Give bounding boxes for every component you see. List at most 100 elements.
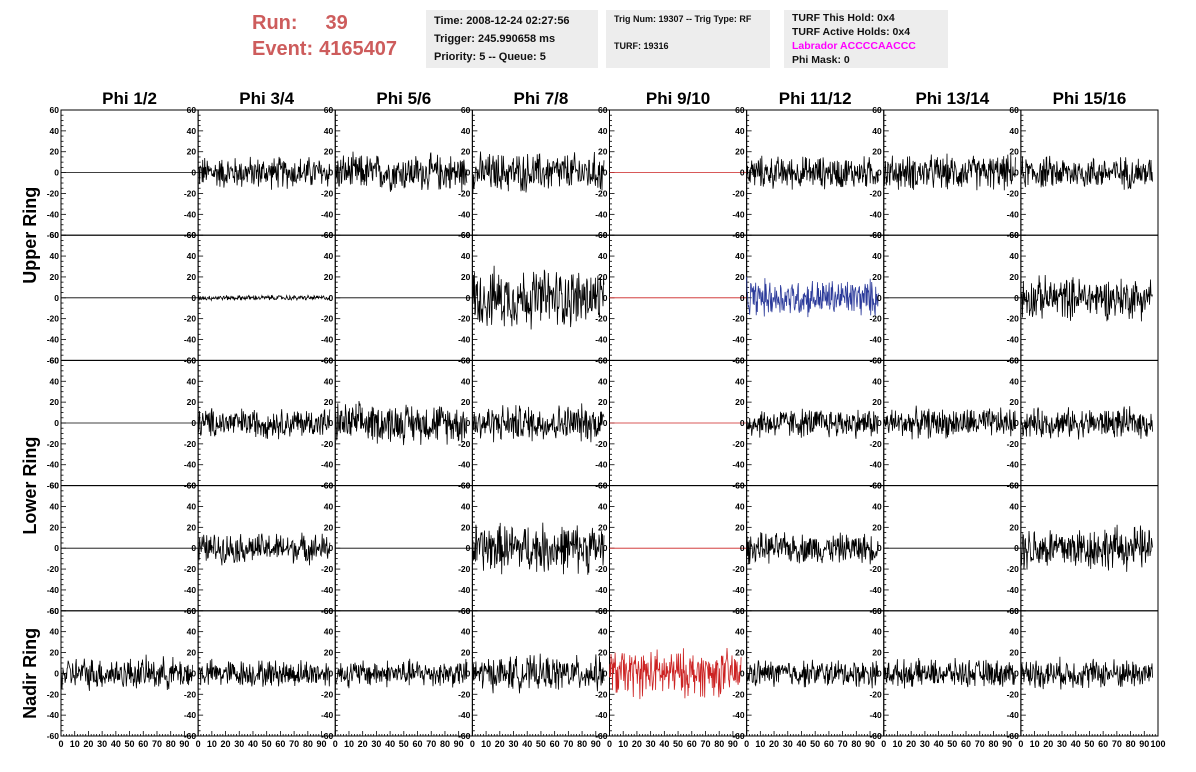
y-tick-label: 40	[598, 126, 608, 136]
y-tick-label: -40	[184, 460, 197, 470]
y-tick-label: 40	[735, 251, 745, 261]
y-tick-label: -40	[732, 335, 745, 345]
x-tick-label: 60	[550, 739, 560, 749]
labrador-text: Labrador ACCCCAACCC	[792, 40, 916, 52]
y-tick-label: -40	[732, 710, 745, 720]
x-tick-label: 50	[673, 739, 683, 749]
y-tick-label: 0	[329, 668, 334, 678]
y-tick-label: -20	[184, 188, 197, 198]
y-tick-label: -40	[184, 209, 197, 219]
y-tick-label: 20	[50, 272, 60, 282]
y-tick-label: -20	[595, 439, 608, 449]
y-tick-label: 40	[461, 126, 471, 136]
x-tick-label: 20	[495, 739, 505, 749]
waveform-trace	[334, 151, 468, 192]
y-tick-label: 40	[187, 501, 197, 511]
y-tick-label: 0	[466, 418, 471, 428]
y-tick-label: -20	[321, 314, 334, 324]
y-tick-label: 20	[324, 648, 334, 658]
y-tick-label: 60	[187, 606, 197, 616]
y-tick-label: 20	[461, 272, 471, 282]
x-tick-label: 50	[536, 739, 546, 749]
y-tick-label: -20	[47, 314, 60, 324]
ring-label: Lower Ring	[20, 437, 40, 535]
x-tick-label: 80	[440, 739, 450, 749]
waveform-trace	[609, 647, 742, 700]
column-header: Phi 15/16	[1053, 89, 1127, 108]
y-tick-label: 60	[461, 606, 471, 616]
x-tick-label: 40	[796, 739, 806, 749]
y-tick-label: 40	[1009, 627, 1019, 637]
x-tick-label: 40	[111, 739, 121, 749]
panel-frame	[471, 109, 610, 236]
y-tick-label: 20	[598, 397, 608, 407]
x-tick-label: 40	[522, 739, 532, 749]
y-tick-label: 40	[1009, 126, 1019, 136]
y-tick-label: 40	[1009, 251, 1019, 261]
y-tick-label: 60	[1009, 105, 1019, 115]
y-tick-label: -20	[1007, 314, 1020, 324]
waveform-trace	[60, 654, 193, 691]
time-info-box: Time: 2008-12-24 02:27:56 Trigger: 245.9…	[426, 10, 598, 68]
y-tick-label: 40	[872, 376, 882, 386]
y-tick-label: -40	[1007, 335, 1020, 345]
y-tick-label: -40	[595, 209, 608, 219]
x-tick-label: 10	[892, 739, 902, 749]
y-tick-label: -20	[732, 564, 745, 574]
y-tick-label: -40	[732, 460, 745, 470]
y-tick-label: 20	[872, 397, 882, 407]
y-tick-label: 20	[872, 272, 882, 282]
y-tick-label: -20	[1007, 439, 1020, 449]
x-tick-label: 70	[563, 739, 573, 749]
x-tick-label: 10	[70, 739, 80, 749]
x-tick-label: 50	[399, 739, 409, 749]
y-tick-label: 60	[1009, 606, 1019, 616]
y-tick-label: -60	[47, 481, 60, 491]
turf-text: TURF: 19316	[614, 41, 669, 51]
y-tick-label: 20	[50, 522, 60, 532]
x-tick-label: 80	[577, 739, 587, 749]
y-tick-label: 60	[1009, 355, 1019, 365]
y-tick-label: 60	[324, 105, 334, 115]
y-tick-label: 0	[740, 293, 745, 303]
y-tick-label: -40	[458, 209, 471, 219]
waveform-trace	[1020, 524, 1153, 572]
y-tick-label: 40	[461, 627, 471, 637]
y-tick-label: 40	[735, 627, 745, 637]
x-tick-label: 80	[988, 739, 998, 749]
waveform-trace	[334, 658, 468, 689]
turf-info-box: TURF This Hold: 0x4 TURF Active Holds: 0…	[784, 10, 948, 68]
x-tick-label: 60	[138, 739, 148, 749]
x-tick-label: 30	[920, 739, 930, 749]
y-tick-label: 60	[598, 105, 608, 115]
y-tick-label: 40	[187, 627, 197, 637]
y-tick-label: -40	[321, 585, 334, 595]
y-tick-label: 20	[50, 147, 60, 157]
y-tick-label: 60	[872, 355, 882, 365]
x-tick-label: 40	[1071, 739, 1081, 749]
y-tick-label: 60	[324, 230, 334, 240]
y-tick-label: 20	[1009, 648, 1019, 658]
y-tick-label: 60	[50, 230, 60, 240]
y-tick-label: 0	[1014, 543, 1019, 553]
y-tick-label: -60	[47, 731, 60, 741]
y-tick-label: 60	[324, 606, 334, 616]
y-tick-label: -60	[732, 731, 745, 741]
y-tick-label: 40	[50, 627, 60, 637]
x-tick-label: 80	[303, 739, 313, 749]
trigger-text: Trigger: 245.990658 ms	[434, 33, 556, 45]
y-tick-label: 40	[1009, 501, 1019, 511]
y-tick-label: 20	[735, 272, 745, 282]
y-tick-label: 20	[872, 522, 882, 532]
column-header: Phi 11/12	[779, 89, 852, 108]
y-tick-label: 0	[740, 668, 745, 678]
y-tick-label: -40	[595, 335, 608, 345]
y-tick-label: -40	[47, 585, 60, 595]
y-tick-label: -20	[458, 188, 471, 198]
y-tick-label: 60	[50, 105, 60, 115]
y-tick-label: 0	[466, 168, 471, 178]
waveform-trace	[1020, 406, 1153, 440]
y-tick-label: -20	[458, 314, 471, 324]
x-tick-label: 40	[659, 739, 669, 749]
